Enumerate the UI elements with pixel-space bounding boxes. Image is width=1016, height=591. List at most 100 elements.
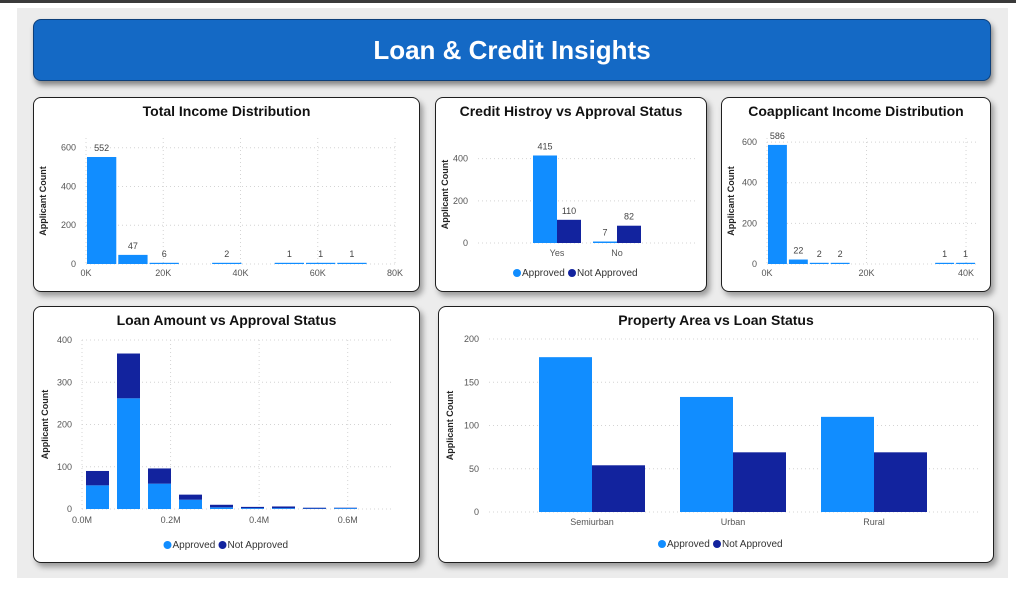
- dashboard-title: Loan & Credit Insights: [373, 34, 651, 65]
- bar-not-approved[interactable]: [210, 504, 233, 508]
- histogram-bar[interactable]: [87, 156, 117, 264]
- legend-label-approved[interactable]: Approved: [173, 540, 216, 551]
- histogram-bar[interactable]: [118, 254, 148, 264]
- y-tick-label: 100: [57, 462, 72, 472]
- x-tick-label: 0.6M: [338, 515, 358, 525]
- legend-label-not-approved[interactable]: Not Approved: [577, 268, 638, 279]
- data-label: 2: [838, 249, 843, 259]
- bar-approved[interactable]: [86, 485, 109, 509]
- x-category-label: Urban: [721, 517, 746, 527]
- bar-approved[interactable]: [533, 155, 557, 243]
- chart-title: Total Income Distribution: [143, 103, 311, 119]
- histogram-bar[interactable]: [830, 262, 850, 264]
- coapplicant-income-chart: Coapplicant Income Distribution Applicant…: [726, 103, 976, 278]
- bar-not-approved[interactable]: [272, 506, 295, 509]
- bar-not-approved[interactable]: [557, 219, 581, 243]
- x-tick-label: 0K: [80, 268, 91, 278]
- credit-history-chart: Credit Histroy vs Approval Status Applica…: [440, 103, 698, 279]
- data-label: 2: [817, 249, 822, 259]
- y-axis-title: Applicant Count: [38, 166, 48, 236]
- y-tick-label: 200: [453, 196, 468, 206]
- bar-not-approved[interactable]: [303, 507, 326, 509]
- loan-amount-card[interactable]: Loan Amount vs Approval Status Applicant …: [33, 306, 420, 563]
- bar-not-approved[interactable]: [592, 465, 645, 512]
- bar-approved[interactable]: [241, 508, 264, 509]
- bar-approved[interactable]: [593, 241, 617, 243]
- data-label: 6: [162, 249, 167, 259]
- y-tick-label: 50: [469, 464, 479, 474]
- bar-not-approved[interactable]: [241, 506, 264, 509]
- histogram-bar[interactable]: [212, 262, 242, 264]
- title-banner: Loan & Credit Insights: [33, 19, 991, 81]
- coapplicant-income-card[interactable]: Coapplicant Income Distribution Applicant…: [721, 97, 991, 292]
- bar-not-approved[interactable]: [148, 468, 171, 484]
- legend-marker-approved: [658, 540, 666, 548]
- x-tick-label: 40K: [958, 268, 974, 278]
- data-label: 47: [128, 241, 138, 251]
- x-tick-label: 0.4M: [249, 515, 269, 525]
- bar-approved[interactable]: [148, 483, 171, 509]
- bar-approved[interactable]: [210, 507, 233, 509]
- data-label: 2: [224, 249, 229, 259]
- legend-marker-approved: [513, 269, 521, 277]
- legend-label-not-approved[interactable]: Not Approved: [722, 539, 783, 550]
- chart-title: Loan Amount vs Approval Status: [117, 312, 337, 328]
- x-category-label: Rural: [863, 517, 885, 527]
- bar-not-approved[interactable]: [874, 452, 927, 512]
- credit-history-card[interactable]: Credit Histroy vs Approval Status Applica…: [435, 97, 707, 292]
- top-border: [0, 0, 1016, 3]
- histogram-bar[interactable]: [956, 262, 975, 264]
- y-tick-label: 200: [464, 334, 479, 344]
- property-area-chart: Property Area vs Loan Status Applicant Co…: [445, 312, 979, 550]
- data-label: 22: [793, 246, 803, 256]
- histogram-bar[interactable]: [935, 262, 955, 264]
- property-area-card[interactable]: Property Area vs Loan Status Applicant Co…: [438, 306, 994, 563]
- bar-approved[interactable]: [539, 357, 592, 512]
- legend-label-not-approved[interactable]: Not Approved: [228, 540, 289, 551]
- legend-label-approved[interactable]: Approved: [667, 539, 710, 550]
- total-income-chart: Total Income Distribution Applicant Count…: [38, 103, 403, 278]
- loan-amount-chart: Loan Amount vs Approval Status Applicant …: [40, 312, 392, 551]
- bar-approved[interactable]: [272, 508, 295, 509]
- x-category-label: Yes: [550, 248, 565, 258]
- histogram-bar[interactable]: [274, 262, 305, 264]
- x-tick-label: 20K: [859, 268, 875, 278]
- y-tick-label: 100: [464, 421, 479, 431]
- bar-not-approved[interactable]: [117, 353, 140, 399]
- data-label: 110: [562, 206, 576, 216]
- data-label: 586: [770, 131, 785, 141]
- x-tick-label: 0.0M: [72, 515, 92, 525]
- data-label: 1: [318, 249, 323, 259]
- bar-approved[interactable]: [821, 416, 874, 512]
- y-tick-label: 200: [742, 218, 757, 228]
- bar-not-approved[interactable]: [733, 452, 786, 512]
- y-axis-title: Applicant Count: [40, 390, 50, 460]
- y-tick-label: 0: [463, 238, 468, 248]
- histogram-bar[interactable]: [768, 144, 787, 264]
- y-tick-label: 400: [453, 154, 468, 164]
- bar-approved[interactable]: [179, 499, 202, 509]
- legend-label-approved[interactable]: Approved: [522, 268, 565, 279]
- y-tick-label: 150: [464, 377, 479, 387]
- data-label: 7: [602, 228, 607, 238]
- bar-approved[interactable]: [680, 396, 733, 512]
- chart-title: Property Area vs Loan Status: [618, 312, 814, 328]
- y-axis-title: Applicant Count: [440, 160, 450, 230]
- chart-title: Coapplicant Income Distribution: [748, 103, 963, 119]
- histogram-bar[interactable]: [337, 262, 367, 264]
- bar-not-approved[interactable]: [86, 470, 109, 486]
- bar-approved[interactable]: [117, 398, 140, 509]
- legend-marker-not-approved: [713, 540, 721, 548]
- bar-approved[interactable]: [334, 508, 357, 509]
- total-income-card[interactable]: Total Income Distribution Applicant Count…: [33, 97, 420, 292]
- x-tick-label: 0.2M: [161, 515, 181, 525]
- histogram-bar[interactable]: [788, 259, 808, 264]
- bar-not-approved[interactable]: [179, 494, 202, 500]
- histogram-bar[interactable]: [306, 262, 336, 264]
- data-label: 1: [942, 249, 947, 259]
- legend-marker-not-approved: [218, 541, 227, 549]
- bar-not-approved[interactable]: [617, 225, 641, 243]
- histogram-bar[interactable]: [809, 262, 829, 264]
- histogram-bar[interactable]: [149, 262, 179, 264]
- x-tick-label: 80K: [387, 268, 403, 278]
